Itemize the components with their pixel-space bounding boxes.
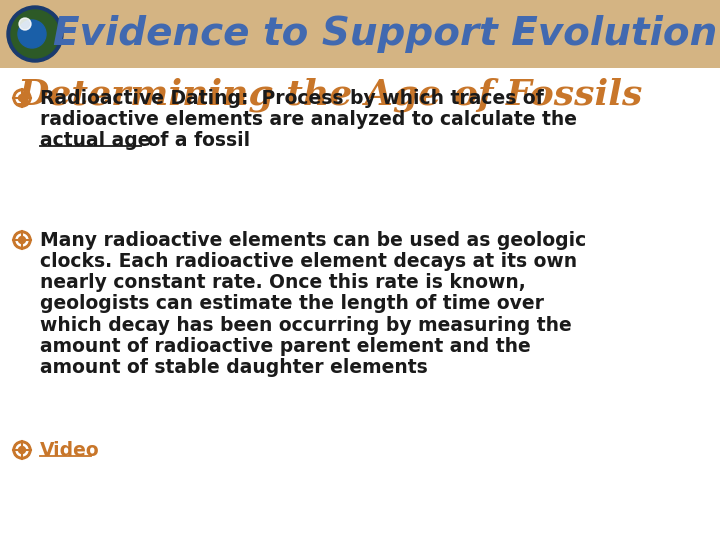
Circle shape xyxy=(16,444,28,456)
Text: amount of radioactive parent element and the: amount of radioactive parent element and… xyxy=(40,337,531,356)
Circle shape xyxy=(19,447,25,454)
Text: which decay has been occurring by measuring the: which decay has been occurring by measur… xyxy=(40,316,572,335)
Text: Radioactive Dating:  Process by which traces of: Radioactive Dating: Process by which tra… xyxy=(40,89,544,107)
Text: radioactive elements are analyzed to calculate the: radioactive elements are analyzed to cal… xyxy=(40,110,577,129)
Text: of a fossil: of a fossil xyxy=(141,131,251,150)
Circle shape xyxy=(16,92,28,104)
Text: Evidence to Support Evolution: Evidence to Support Evolution xyxy=(53,15,717,53)
Text: Determining the Age of Fossils: Determining the Age of Fossils xyxy=(18,78,644,112)
Text: amount of stable daughter elements: amount of stable daughter elements xyxy=(40,359,428,377)
Text: clocks. Each radioactive element decays at its own: clocks. Each radioactive element decays … xyxy=(40,252,577,271)
Circle shape xyxy=(18,20,46,48)
Circle shape xyxy=(13,89,31,107)
Circle shape xyxy=(13,231,31,249)
Circle shape xyxy=(7,6,63,62)
Bar xyxy=(0,0,720,68)
Circle shape xyxy=(13,441,31,459)
Circle shape xyxy=(16,234,28,246)
Circle shape xyxy=(19,94,25,102)
Text: actual age: actual age xyxy=(40,131,150,150)
Text: Video: Video xyxy=(40,441,99,460)
Circle shape xyxy=(19,237,25,244)
Circle shape xyxy=(19,18,31,30)
Text: nearly constant rate. Once this rate is known,: nearly constant rate. Once this rate is … xyxy=(40,273,526,292)
Circle shape xyxy=(11,10,59,58)
Text: Many radioactive elements can be used as geologic: Many radioactive elements can be used as… xyxy=(40,231,586,249)
Text: geologists can estimate the length of time over: geologists can estimate the length of ti… xyxy=(40,294,544,314)
